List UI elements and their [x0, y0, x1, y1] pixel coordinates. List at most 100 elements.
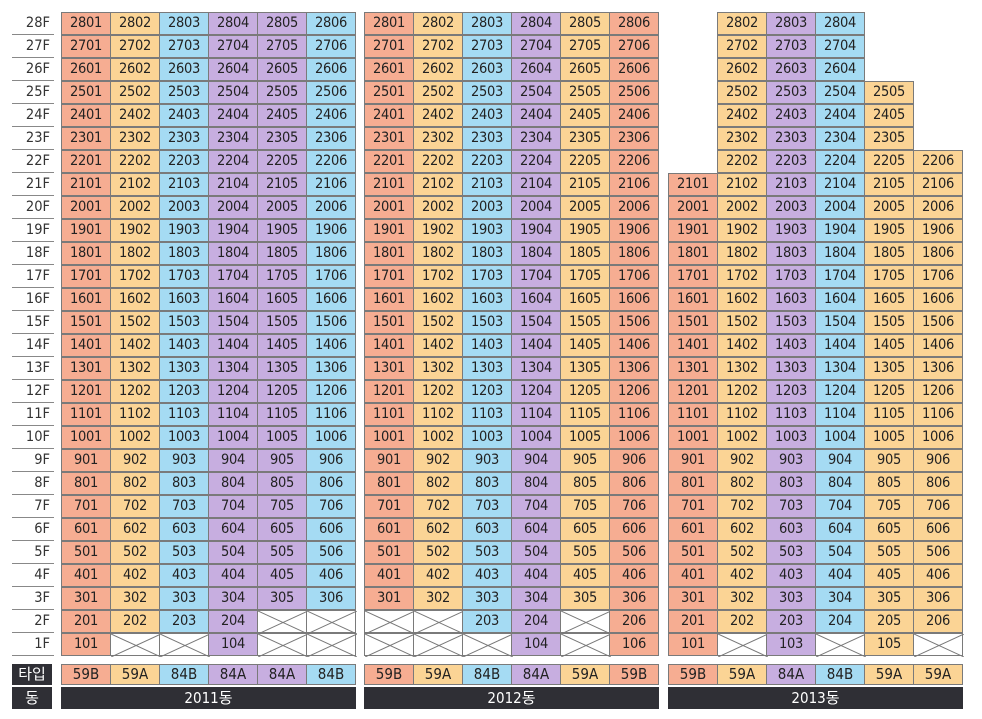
unit-cell: 604: [815, 518, 865, 541]
unit-cell: 1005: [864, 426, 914, 449]
unit-cell: 2603: [766, 58, 816, 81]
floor-divider: [12, 402, 54, 403]
unit-cell: 2503: [766, 81, 816, 104]
unit-cell: 1502: [717, 311, 767, 334]
unit-cell: 2501: [364, 81, 414, 104]
unit-cell: 402: [110, 564, 160, 587]
floor-divider: [12, 540, 54, 541]
unit-cell: 2706: [306, 35, 356, 58]
floor-divider: [12, 448, 54, 449]
unit-cell: 605: [560, 518, 610, 541]
unit-cell: 1705: [257, 265, 307, 288]
unit-cell: 2606: [609, 58, 659, 81]
unit-cell: 1003: [766, 426, 816, 449]
unit-cell: 401: [61, 564, 111, 587]
unit-cell: 804: [815, 472, 865, 495]
unit-cell: 303: [462, 587, 512, 610]
unit-cell: 2702: [413, 35, 463, 58]
type-row-label: 타입: [12, 664, 52, 685]
unit-cell: 402: [413, 564, 463, 587]
unit-cell: 1805: [560, 242, 610, 265]
unit-cell: 302: [110, 587, 160, 610]
unit-cell: 2602: [110, 58, 160, 81]
unit-cell: 404: [511, 564, 561, 587]
unit-cell: 2103: [159, 173, 209, 196]
unit-cell: 1202: [413, 380, 463, 403]
unit-cell: 601: [668, 518, 718, 541]
unit-cell: 2101: [668, 173, 718, 196]
unit-cell: 2105: [257, 173, 307, 196]
unit-cell: 2301: [364, 127, 414, 150]
floor-divider: [12, 287, 54, 288]
cross-icon: [718, 634, 768, 657]
unit-cell: 1102: [110, 403, 160, 426]
cross-icon: [414, 611, 464, 634]
unit-cell: 1405: [257, 334, 307, 357]
unit-cell: 2304: [815, 127, 865, 150]
floor-label: 12F: [25, 383, 50, 399]
unit-cell: 2401: [364, 104, 414, 127]
unit-cell: 502: [413, 541, 463, 564]
unit-cell: 1501: [364, 311, 414, 334]
unit-cell: 2102: [110, 173, 160, 196]
unit-cell: 1203: [766, 380, 816, 403]
unit-cell: 106: [609, 633, 659, 656]
unit-cell: 305: [257, 587, 307, 610]
unit-cell: 204: [511, 610, 561, 633]
unit-cell: 1503: [766, 311, 816, 334]
unit-cell: 2505: [560, 81, 610, 104]
unit-cell: 904: [511, 449, 561, 472]
unit-cell: 2005: [257, 196, 307, 219]
unit-cell: 1901: [364, 219, 414, 242]
unit-cell: 2506: [306, 81, 356, 104]
unit-cell: 2105: [864, 173, 914, 196]
unit-cell: 804: [208, 472, 258, 495]
unit-cell-empty: [815, 633, 866, 657]
unit-cell: 2404: [511, 104, 561, 127]
unit-cell: 2201: [364, 150, 414, 173]
unit-cell: 2101: [364, 173, 414, 196]
unit-cell: 303: [766, 587, 816, 610]
unit-cell: 1103: [159, 403, 209, 426]
unit-cell: 1205: [864, 380, 914, 403]
unit-cell: 906: [609, 449, 659, 472]
building-row-label: 동: [12, 687, 52, 709]
unit-cell: 1201: [61, 380, 111, 403]
unit-cell: 1206: [913, 380, 963, 403]
unit-cell: 1602: [717, 288, 767, 311]
unit-cell: 1306: [306, 357, 356, 380]
unit-cell-empty: [364, 633, 415, 657]
unit-cell: 1103: [462, 403, 512, 426]
unit-cell: 1001: [364, 426, 414, 449]
unit-cell: 2504: [815, 81, 865, 104]
unit-cell: 801: [61, 472, 111, 495]
unit-cell: 306: [609, 587, 659, 610]
type-cell: 84A: [511, 664, 561, 685]
unit-cell: 101: [61, 633, 111, 656]
unit-cell: 2205: [864, 150, 914, 173]
unit-cell: 2406: [609, 104, 659, 127]
unit-cell: 701: [668, 495, 718, 518]
unit-cell: 104: [511, 633, 561, 656]
unit-cell: 1806: [913, 242, 963, 265]
unit-cell: 704: [208, 495, 258, 518]
floor-label: 3F: [34, 590, 50, 606]
unit-cell: 401: [668, 564, 718, 587]
unit-cell: 704: [815, 495, 865, 518]
unit-cell: 1905: [560, 219, 610, 242]
floor-label: 15F: [25, 314, 50, 330]
unit-cell: 1303: [462, 357, 512, 380]
floor-label: 26F: [25, 61, 50, 77]
unit-cell: 806: [913, 472, 963, 495]
unit-cell: 1905: [257, 219, 307, 242]
unit-cell: 1903: [766, 219, 816, 242]
unit-cell: 1104: [815, 403, 865, 426]
unit-cell: 2006: [913, 196, 963, 219]
unit-cell: 1605: [864, 288, 914, 311]
floor-divider: [12, 172, 54, 173]
floor-label: 27F: [25, 38, 50, 54]
unit-cell: 1501: [61, 311, 111, 334]
unit-cell: 2502: [110, 81, 160, 104]
unit-cell: 1504: [208, 311, 258, 334]
unit-cell: 304: [815, 587, 865, 610]
